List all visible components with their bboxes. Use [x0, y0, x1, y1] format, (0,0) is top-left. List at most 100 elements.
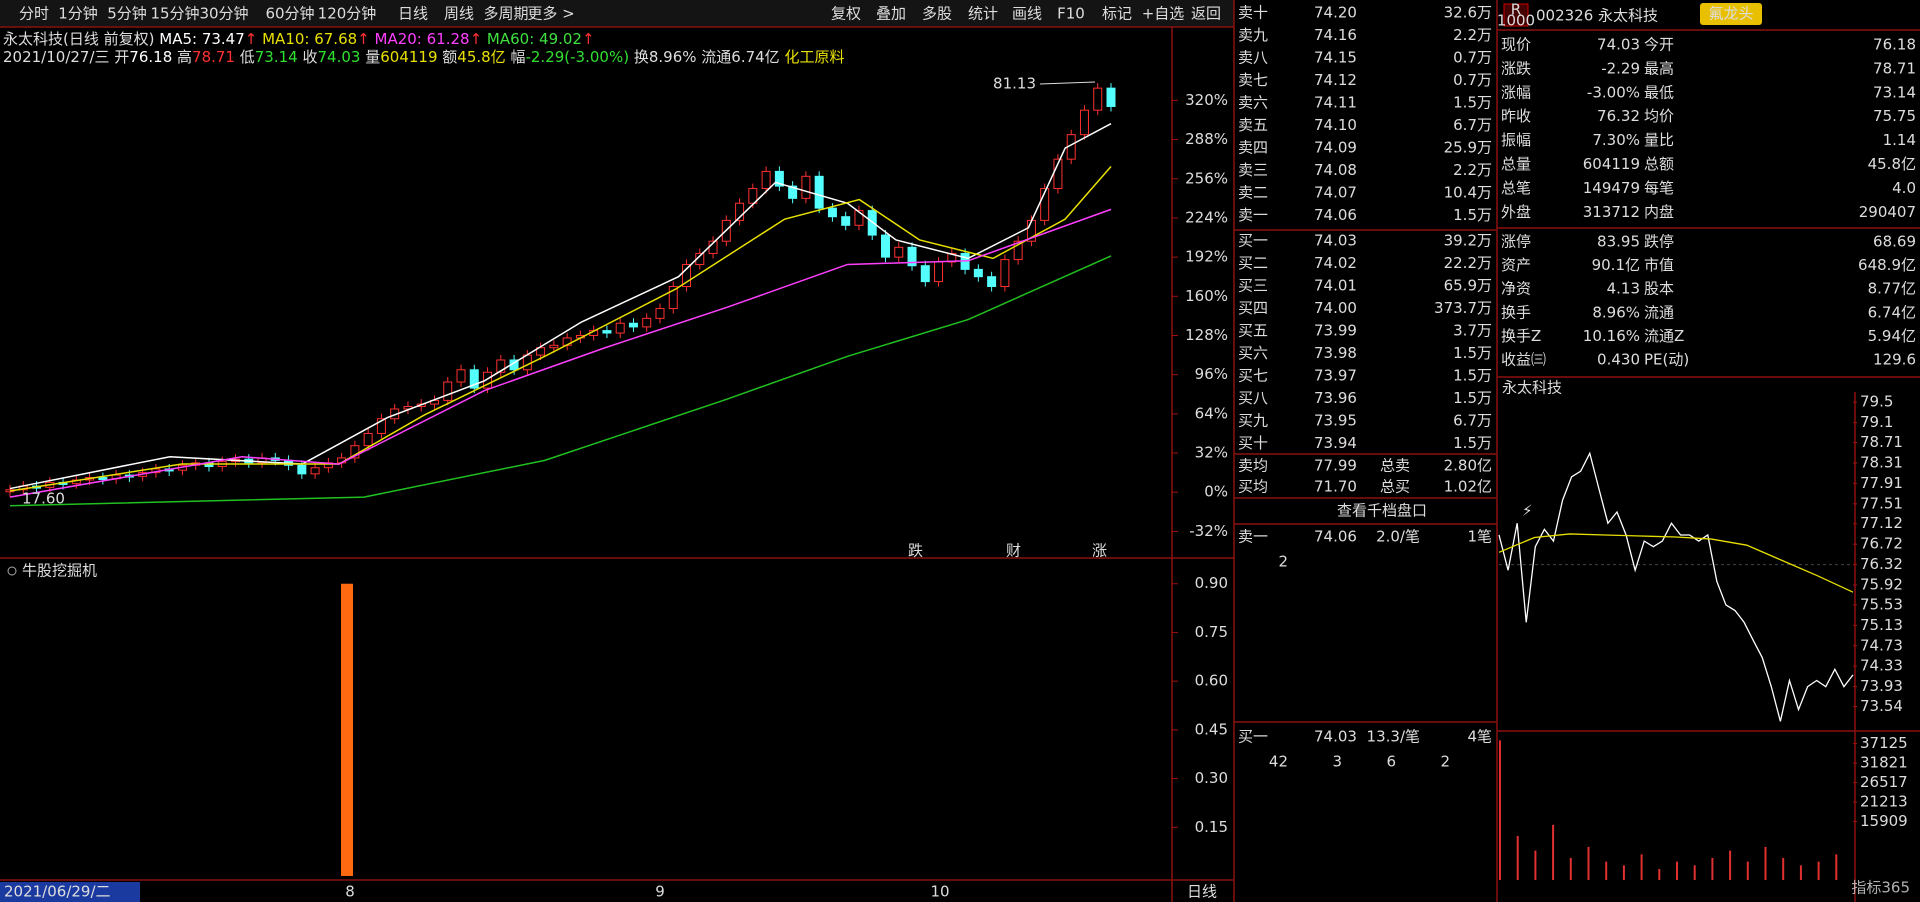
header-segment: ↑	[357, 30, 370, 48]
toolbar-button[interactable]: +自选	[1142, 5, 1185, 23]
header-segment: 收	[298, 48, 318, 66]
book-label: 买六	[1238, 344, 1268, 362]
volume-bar	[1534, 850, 1537, 880]
toolbar-button[interactable]: 统计	[968, 5, 998, 23]
y-tick-label: 0.75	[1195, 623, 1228, 641]
y-tick-label: 32%	[1195, 444, 1228, 462]
toolbar-button[interactable]: 多股	[922, 5, 952, 23]
volume-bar	[1746, 861, 1749, 880]
y-tick-label: 73.93	[1860, 677, 1903, 695]
candle	[297, 464, 307, 475]
quote-label: 涨停	[1501, 233, 1531, 251]
candle	[98, 477, 108, 481]
book-price: 74.03	[1314, 232, 1357, 250]
toolbar-button[interactable]: 返回	[1191, 5, 1221, 23]
y-tick-label: 78.71	[1860, 433, 1903, 451]
toolbar-tab[interactable]: 1分钟	[58, 5, 98, 23]
toolbar-tab[interactable]: 周线	[444, 5, 474, 23]
quote-value: 604119	[1583, 155, 1640, 173]
y-tick-label: 74.33	[1860, 657, 1903, 675]
toolbar-tab[interactable]: 30分钟	[199, 5, 248, 23]
volume-bar	[1693, 865, 1696, 880]
quote-value: 4.0	[1892, 179, 1916, 197]
candle	[469, 369, 479, 389]
y-tick-label: 77.91	[1860, 474, 1903, 492]
header-segment: 幅	[506, 48, 526, 66]
quote-value: 8.77亿	[1868, 280, 1916, 298]
toolbar-button[interactable]: 叠加	[876, 5, 906, 23]
candle	[483, 371, 493, 389]
book-volume: 1.5万	[1453, 434, 1492, 452]
y-tick-label: -32%	[1189, 522, 1228, 540]
toolbar-tab[interactable]: 120分钟	[318, 5, 377, 23]
toolbar-tab[interactable]: 更多 >	[527, 5, 574, 23]
quote-label: 流通	[1644, 303, 1674, 321]
toolbar-button[interactable]: F10	[1057, 5, 1085, 23]
book-volume: 2.0/笔	[1376, 528, 1420, 546]
queue-volume: 42	[1269, 753, 1288, 771]
quote-value: 1.14	[1883, 131, 1916, 149]
y2-tick-label: 15909	[1860, 812, 1908, 830]
toolbar-button[interactable]: 画线	[1012, 5, 1042, 23]
header-segment: ↑	[582, 30, 595, 48]
header-segment: 604119	[380, 48, 437, 66]
quote-value: -3.00%	[1587, 83, 1640, 101]
candle	[1093, 87, 1103, 111]
stock-tag: 氟龙头	[1708, 5, 1753, 23]
book-price: 73.95	[1314, 412, 1357, 430]
volume-bar	[1605, 861, 1608, 880]
book-price: 74.06	[1314, 206, 1357, 224]
book-price: 73.99	[1314, 322, 1357, 340]
indicator-icon	[7, 566, 17, 576]
watermark: 指标365	[1851, 879, 1910, 897]
book-volume: 22.2万	[1444, 254, 1492, 272]
book-label: 卖四	[1238, 139, 1268, 157]
y2-tick-label: 26517	[1860, 773, 1908, 791]
toolbar-button[interactable]: 复权	[831, 5, 861, 23]
candle	[880, 234, 890, 258]
y-tick-label: 75.13	[1860, 616, 1903, 634]
toolbar-tab[interactable]: 15分钟	[150, 5, 199, 23]
candle	[827, 207, 837, 218]
candle	[1000, 259, 1010, 288]
book-volume: 39.2万	[1444, 232, 1492, 250]
header-segment: MA10: 67.68	[257, 30, 357, 48]
book-price: 74.08	[1314, 161, 1357, 179]
queue-volume: 3	[1332, 753, 1342, 771]
header-segment: ↑	[245, 30, 258, 48]
toolbar-tab[interactable]: 5分钟	[107, 5, 147, 23]
toolbar-tab[interactable]: 多周期	[483, 5, 528, 23]
toolbar-button[interactable]: 标记	[1102, 5, 1132, 23]
quote-label: 今开	[1644, 36, 1674, 54]
y-tick-label: 79.1	[1860, 413, 1893, 431]
candle	[668, 286, 678, 310]
toolbar-tab[interactable]: 日线	[398, 5, 428, 23]
book-volume: 0.7万	[1453, 49, 1492, 67]
y-tick-label: 0%	[1204, 483, 1228, 501]
y-tick-label: 256%	[1185, 169, 1228, 187]
quote-value: 83.95	[1597, 233, 1640, 251]
quote-value: 290407	[1859, 203, 1916, 221]
candle	[920, 265, 930, 283]
toolbar-tab[interactable]: 60分钟	[265, 5, 314, 23]
candle	[602, 330, 612, 334]
quote-value: 10.16%	[1583, 327, 1640, 345]
book-price: 74.00	[1314, 299, 1357, 317]
quote-label: 昨收	[1501, 107, 1531, 125]
book-label: 买四	[1238, 299, 1268, 317]
candle	[549, 344, 559, 349]
quote-label: 外盘	[1501, 203, 1531, 221]
book-price: 74.01	[1314, 277, 1357, 295]
book-label: 卖三	[1238, 161, 1268, 179]
toolbar-bg	[0, 0, 1234, 27]
stock-code: 002326 永太科技	[1536, 7, 1658, 25]
book-link[interactable]: 查看千档盘口	[1337, 502, 1427, 520]
candle	[841, 216, 851, 226]
quote-label: 资产	[1501, 256, 1531, 274]
book-volume: 13.3/笔	[1367, 728, 1420, 746]
header-segment: 78.71	[192, 48, 235, 66]
candle	[310, 467, 320, 475]
toolbar-tab[interactable]: 分时	[19, 5, 49, 23]
candle	[628, 322, 638, 328]
volume-bar	[1729, 850, 1732, 880]
